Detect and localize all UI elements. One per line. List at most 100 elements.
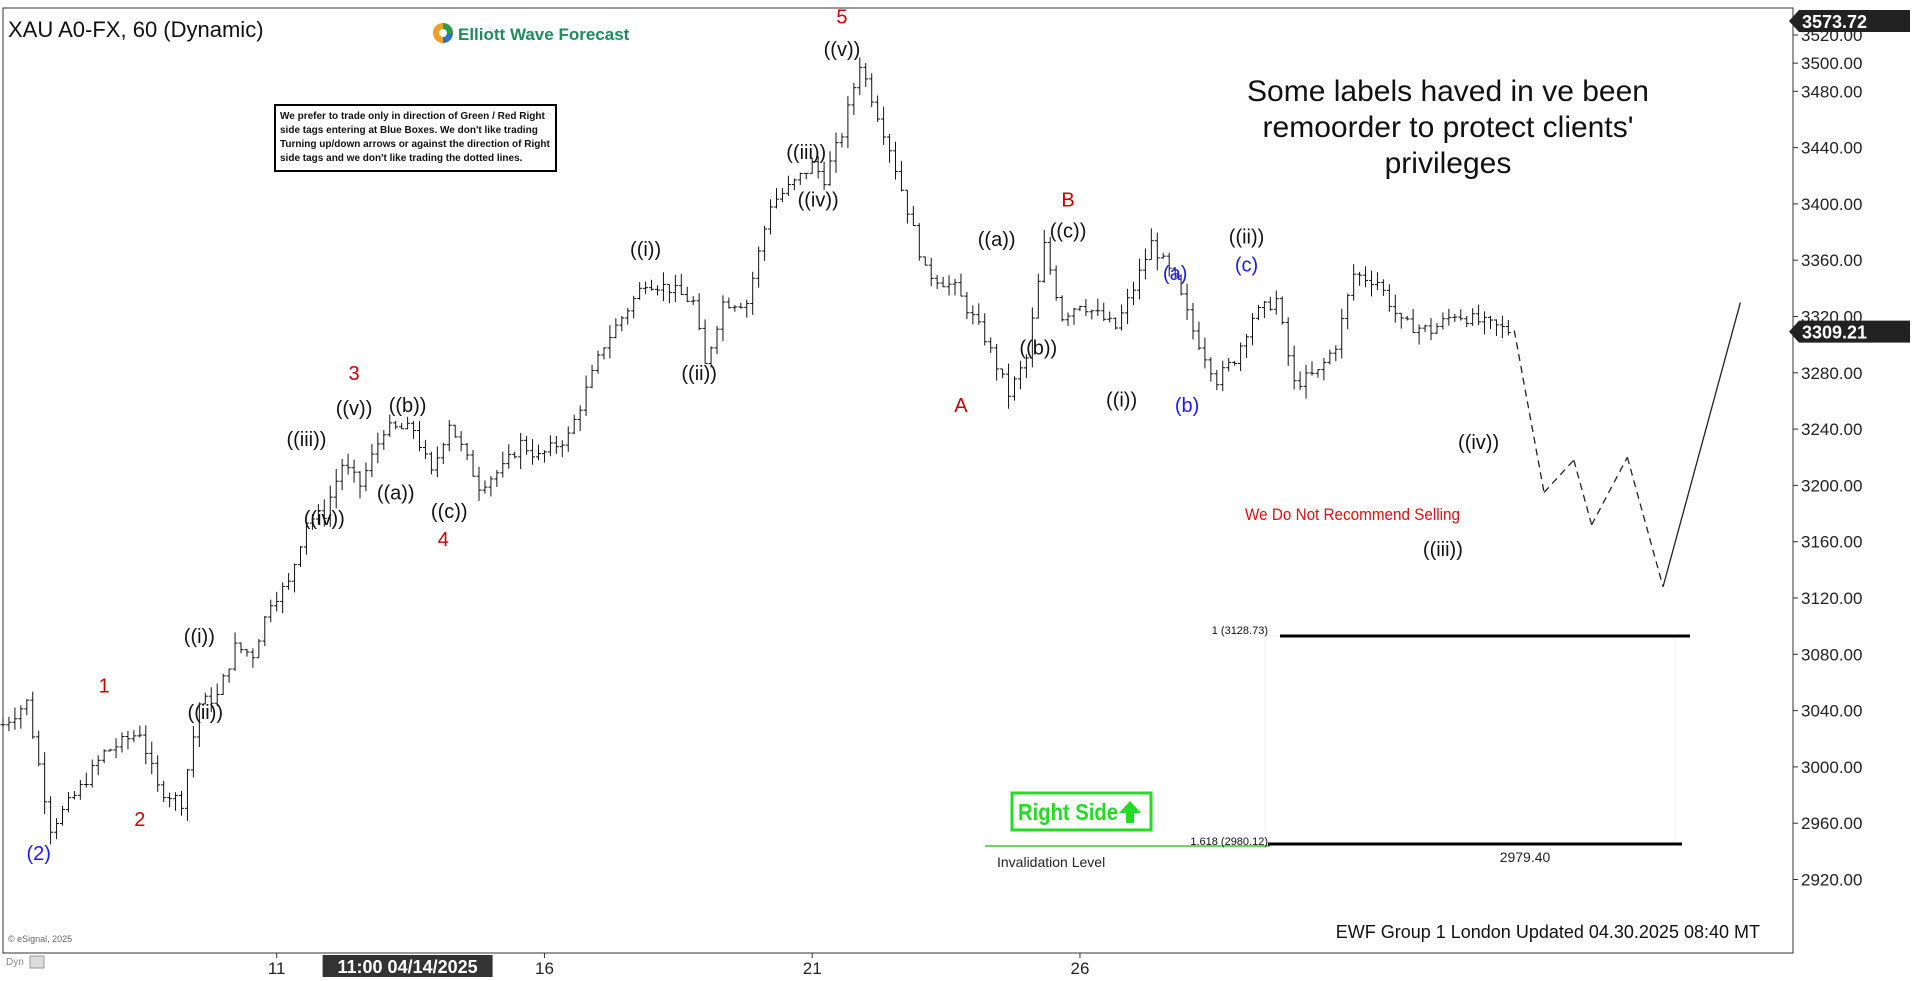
candle: [821, 161, 827, 191]
fib-level-2-label: 1.618 (2980.12): [1190, 836, 1268, 848]
candle: [839, 133, 845, 148]
candle: [1041, 229, 1047, 283]
candle: [613, 318, 619, 339]
candle: [476, 467, 482, 501]
candle: [1023, 354, 1029, 379]
candle: [660, 272, 666, 302]
wave-label: 4: [438, 529, 449, 551]
candle: [1172, 266, 1178, 279]
wave-label: ((b)): [389, 395, 427, 417]
projection-path-group: [1513, 302, 1742, 587]
candle: [881, 106, 887, 145]
candle: [161, 780, 167, 803]
candle: [393, 420, 399, 430]
candle: [101, 749, 107, 764]
candle: [1493, 319, 1499, 337]
candle: [809, 157, 815, 174]
candle: [417, 421, 422, 452]
wave-label: ((ii)): [188, 702, 224, 724]
candle: [89, 759, 95, 788]
candle: [684, 286, 690, 303]
wave-label: ((ii)): [1229, 226, 1265, 248]
candle: [1285, 317, 1291, 366]
candle: [1077, 305, 1083, 312]
candle: [1113, 317, 1119, 330]
candle: [232, 632, 238, 671]
candle: [690, 296, 696, 306]
candle: [1470, 308, 1476, 326]
candle: [1166, 252, 1172, 277]
candle: [524, 435, 530, 455]
wave-label: ((c)): [1050, 221, 1087, 243]
projection-segment: [1626, 457, 1664, 587]
candle: [506, 444, 512, 469]
candle: [167, 792, 173, 808]
candle: [714, 325, 720, 355]
candle: [732, 305, 738, 312]
candle: [637, 282, 643, 300]
candle: [482, 480, 488, 494]
candle: [202, 692, 208, 705]
candle: [77, 780, 83, 800]
candle: [470, 450, 476, 477]
candle: [262, 615, 268, 647]
candle: [238, 642, 244, 654]
candle: [1351, 264, 1357, 301]
y-axis-labels: 3500.003520.003480.003440.003400.003360.…: [1793, 26, 1862, 890]
candle: [1499, 315, 1505, 339]
candle: [1345, 293, 1351, 330]
y-tick-label: 2960.00: [1801, 814, 1862, 833]
candle: [1065, 312, 1071, 326]
y-tick-label: 3160.00: [1801, 533, 1862, 552]
wave-label: ((i)): [1106, 390, 1137, 412]
candle: [1458, 309, 1464, 321]
disclaimer-line-4: side tags and we don't like trading the …: [280, 153, 523, 164]
fib-levels-group: 1 (3128.73) 1.618 (2980.12) 2979.40: [985, 625, 1690, 865]
candle: [458, 431, 464, 452]
wave-label: (b): [1175, 395, 1199, 417]
brand-name: Elliott Wave Forecast: [458, 25, 630, 44]
candle: [422, 439, 428, 459]
candle: [298, 546, 303, 567]
candle: [1452, 313, 1458, 323]
candle: [518, 432, 524, 470]
projection-segment: [1662, 302, 1742, 587]
wave-label: ((a)): [377, 482, 415, 504]
candle: [1083, 299, 1089, 316]
candle: [1440, 312, 1446, 330]
wave-label: (a): [1163, 263, 1187, 285]
y-tick-label: 3000.00: [1801, 758, 1862, 777]
candle: [280, 582, 286, 614]
candle: [1291, 345, 1297, 390]
candle: [1119, 304, 1125, 331]
dyn-toggle-icon[interactable]: [29, 955, 45, 969]
candle: [1000, 368, 1006, 379]
candle: [149, 741, 155, 775]
candle: [928, 257, 934, 287]
candle: [1190, 302, 1196, 340]
wave-label: ((iv)): [798, 190, 839, 212]
candle: [1297, 371, 1303, 390]
candle: [1017, 360, 1023, 390]
wave-labels-group: (2) 1 2 ((i)) ((ii)) ((iii)) ((iv)) 3 ((v)) ((b))…: [26, 7, 1499, 865]
disclaimer-line-2: side tags entering at Blue Boxes. We don…: [280, 125, 538, 136]
candle: [976, 303, 982, 325]
candle: [12, 707, 18, 730]
candle: [369, 444, 375, 477]
candle: [541, 450, 547, 463]
candle: [1392, 294, 1398, 323]
candle: [428, 451, 434, 475]
candle: [1196, 321, 1202, 351]
candle: [351, 459, 357, 483]
candle: [1071, 307, 1077, 325]
candle: [179, 791, 184, 816]
candle: [1089, 309, 1095, 320]
candle: [904, 189, 910, 224]
candle: [708, 346, 714, 368]
candle: [256, 638, 262, 659]
y-tick-label: 3240.00: [1801, 420, 1862, 439]
candle: [756, 246, 762, 288]
candle: [702, 319, 708, 364]
candle: [196, 702, 202, 748]
